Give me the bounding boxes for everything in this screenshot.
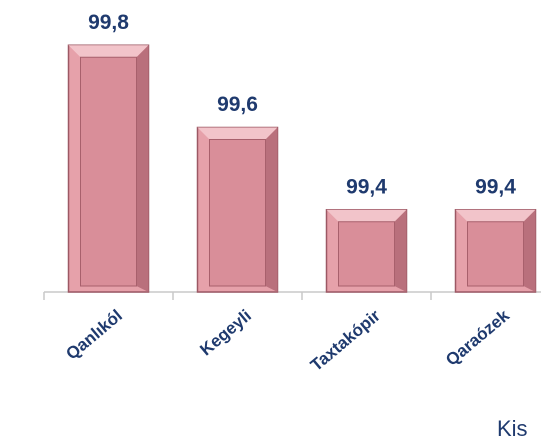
- bar-inner: [467, 221, 524, 287]
- bar-bevel-right: [136, 45, 149, 292]
- value-label: 99,4: [346, 175, 387, 198]
- bar-inner: [209, 138, 266, 287]
- value-label: 99,6: [217, 93, 258, 116]
- bar-inner: [338, 221, 395, 287]
- bar-inner: [80, 56, 137, 287]
- value-label: 99,8: [88, 11, 129, 34]
- value-label: 99,4: [475, 175, 516, 198]
- bar-bevel-top: [326, 209, 407, 222]
- bar-bevel-top: [68, 45, 149, 58]
- bar-bevel-top: [197, 127, 278, 140]
- x-tick-label: Taxtakópir: [307, 306, 384, 375]
- bar-bevel-top: [455, 209, 536, 222]
- bar-bevel-right: [523, 209, 536, 292]
- x-tick-label: Qaraózek: [442, 306, 513, 370]
- x-tick-label: Qanlıkól: [62, 306, 126, 364]
- bar-bevel-right: [394, 209, 407, 292]
- bar-bevel-right: [265, 127, 278, 293]
- x-tick-label: Kegeyli: [196, 306, 255, 359]
- annotation: Kis: [497, 416, 528, 441]
